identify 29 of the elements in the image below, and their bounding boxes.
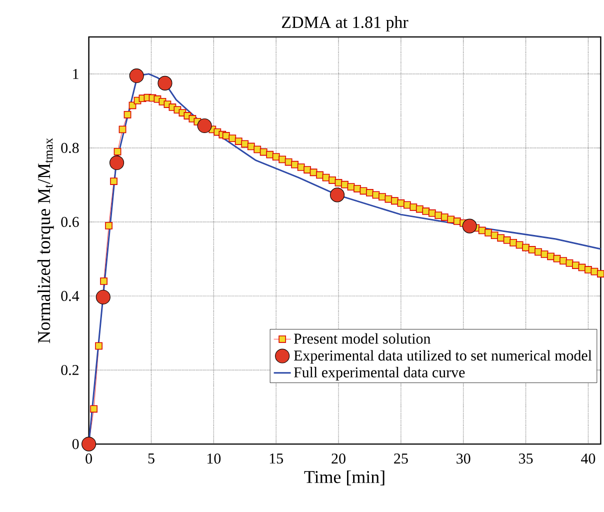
point [330, 188, 345, 202]
y-tick-label: 0.6 [61, 216, 79, 228]
point [109, 156, 124, 170]
legend-label: Full experimental data curve [294, 366, 465, 381]
x-tick-label: 5 [148, 454, 154, 464]
x-tick-label: 30 [456, 454, 470, 464]
chart-title: ZDMA at 1.81 phr [282, 16, 408, 32]
legend-label: Present model solution [294, 333, 431, 344]
y-axis-title: Normalized torque M$_{t}$/M$_{tmax}$ [37, 138, 54, 344]
point [462, 218, 477, 234]
x-tick-label: 15 [270, 454, 283, 464]
x-axis-title: Time [min] [304, 470, 384, 486]
point [129, 68, 144, 84]
x-tick-label: 0 [86, 454, 92, 464]
y-tick-label: 0 [72, 439, 79, 450]
y-tick-label: 0.4 [61, 290, 80, 302]
point [197, 118, 212, 134]
x-tick-label: 20 [332, 454, 346, 464]
legend-label: Experimental data utilized to set numerical model [294, 350, 592, 364]
y-tick-label: 0.8 [61, 142, 79, 154]
x-tick-label: 40 [581, 454, 596, 464]
x-tick-label: 25 [394, 454, 408, 464]
point [158, 76, 172, 91]
y-tick-label: 0.2 [61, 364, 78, 376]
x-tick-label: 35 [519, 454, 533, 464]
x-tick-label: 10 [207, 454, 221, 464]
point [96, 290, 110, 304]
point [82, 436, 96, 452]
y-tick-label: 1 [73, 69, 78, 79]
